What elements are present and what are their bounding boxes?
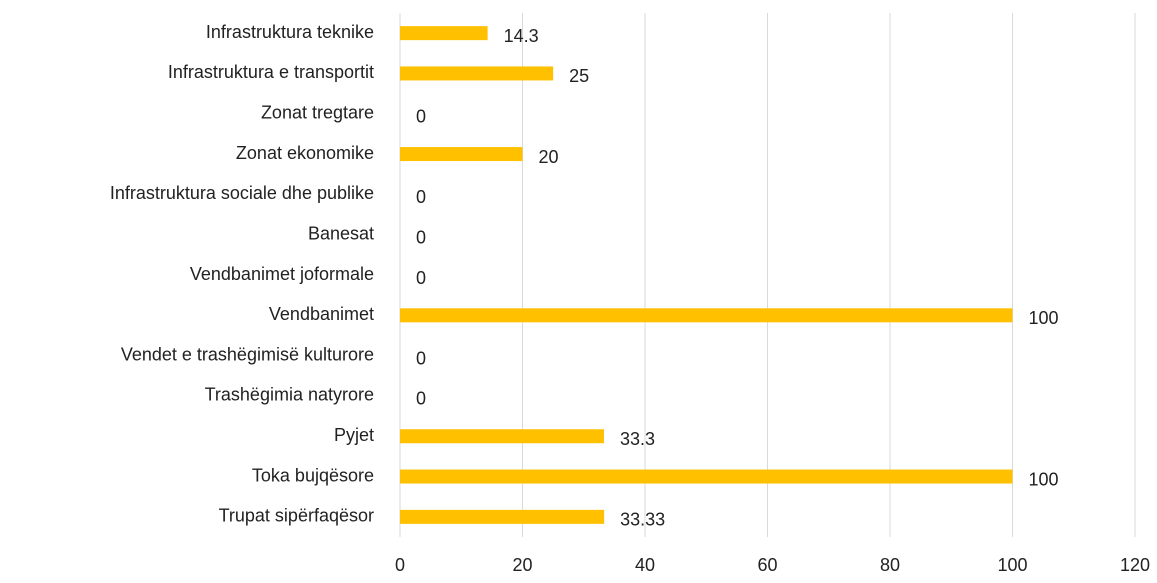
y-tick-label: Trupat sipërfaqësor bbox=[219, 506, 374, 526]
data-label: 0 bbox=[416, 268, 426, 288]
y-tick-label: Vendet e trashëgimisë kulturore bbox=[121, 344, 374, 364]
y-tick-label: Infrastruktura e transportit bbox=[168, 62, 374, 82]
y-tick-label: Trashëgimia natyrore bbox=[205, 385, 374, 405]
x-tick-label: 120 bbox=[1120, 555, 1150, 575]
x-tick-label: 0 bbox=[395, 555, 405, 575]
bar bbox=[400, 429, 604, 444]
y-tick-label: Infrastruktura sociale dhe publike bbox=[110, 183, 374, 203]
bar bbox=[400, 509, 605, 524]
y-tick-label: Toka bujqësore bbox=[252, 465, 374, 485]
data-label: 25 bbox=[569, 66, 589, 86]
bar bbox=[400, 26, 488, 41]
y-tick-label: Banesat bbox=[308, 223, 374, 243]
y-tick-label: Zonat tregtare bbox=[261, 103, 374, 123]
data-label: 33.33 bbox=[620, 510, 665, 530]
data-label: 0 bbox=[416, 107, 426, 127]
x-tick-label: 60 bbox=[757, 555, 777, 575]
data-label: 100 bbox=[1029, 308, 1059, 328]
data-label: 0 bbox=[416, 187, 426, 207]
data-label: 0 bbox=[416, 389, 426, 409]
bar bbox=[400, 147, 523, 162]
x-tick-label: 80 bbox=[880, 555, 900, 575]
y-tick-label: Vendbanimet joformale bbox=[190, 264, 374, 284]
data-label: 100 bbox=[1029, 469, 1059, 489]
bar bbox=[400, 308, 1013, 323]
y-tick-label: Infrastruktura teknike bbox=[206, 22, 374, 42]
data-label: 33.3 bbox=[620, 429, 655, 449]
x-tick-label: 100 bbox=[997, 555, 1027, 575]
bar bbox=[400, 66, 554, 81]
x-tick-label: 20 bbox=[512, 555, 532, 575]
data-label: 20 bbox=[539, 147, 559, 167]
data-label: 14.3 bbox=[504, 26, 539, 46]
y-tick-label: Zonat ekonomike bbox=[236, 143, 374, 163]
data-label: 0 bbox=[416, 348, 426, 368]
y-tick-label: Pyjet bbox=[334, 425, 374, 445]
x-tick-label: 40 bbox=[635, 555, 655, 575]
y-tick-label: Vendbanimet bbox=[269, 304, 374, 324]
bar bbox=[400, 469, 1013, 484]
data-label: 0 bbox=[416, 227, 426, 247]
